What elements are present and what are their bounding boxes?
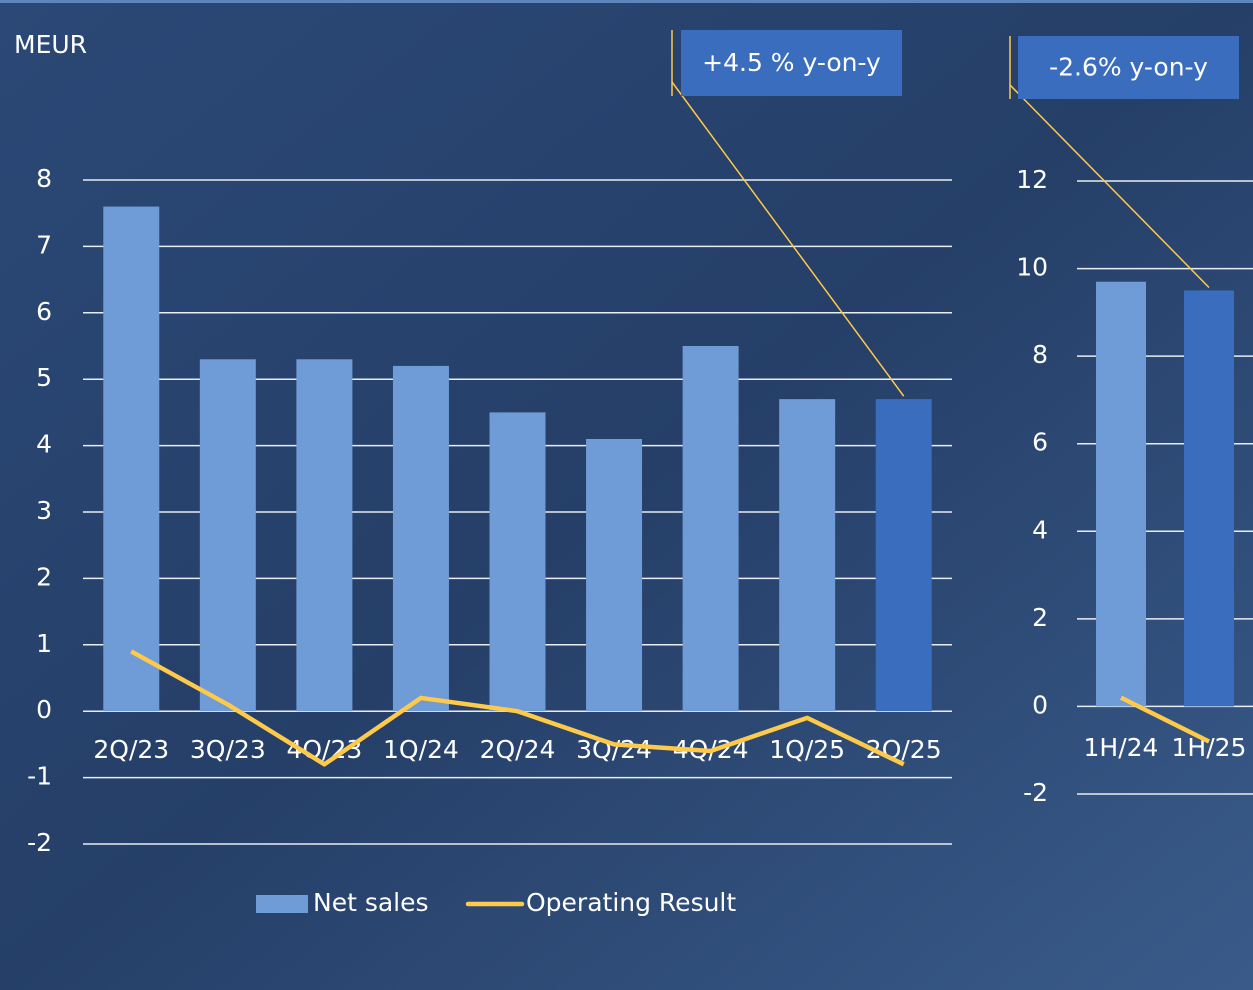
bar bbox=[392, 365, 449, 712]
y-tick-label: 0 bbox=[36, 695, 52, 724]
x-tick-label: 1H/25 bbox=[1172, 733, 1247, 762]
bar bbox=[199, 359, 256, 712]
annotation: +4.5 % y-on-y bbox=[702, 48, 881, 77]
bar bbox=[1096, 281, 1146, 707]
bar bbox=[779, 399, 836, 712]
y-tick-label: 1 bbox=[36, 629, 52, 658]
y-tick-label: 6 bbox=[36, 297, 52, 326]
y-tick-label: 10 bbox=[1016, 253, 1048, 282]
y-axis-label: MEUR bbox=[14, 30, 87, 59]
y-tick-label: 8 bbox=[1032, 340, 1048, 369]
line bbox=[1119, 695, 1211, 744]
y-tick-label: -1 bbox=[27, 762, 52, 791]
annotation-leader bbox=[1009, 84, 1210, 288]
y-tick-label: 7 bbox=[36, 230, 52, 259]
annotation-leader bbox=[671, 81, 905, 397]
y-tick-label: 5 bbox=[36, 363, 52, 392]
bar bbox=[682, 346, 739, 712]
x-tick-label: 2Q/25 bbox=[866, 735, 942, 764]
y-tick-label: 4 bbox=[36, 430, 52, 459]
legend-label: Net sales bbox=[313, 888, 429, 917]
x-tick-label: 1Q/25 bbox=[769, 735, 845, 764]
bar bbox=[489, 412, 546, 712]
y-tick-label: 2 bbox=[1032, 603, 1048, 632]
y-tick-label: 12 bbox=[1016, 165, 1048, 194]
legend-label: Operating Result bbox=[526, 888, 736, 917]
annotation-box bbox=[681, 30, 902, 96]
x-tick-label: 3Q/23 bbox=[190, 735, 266, 764]
x-tick-label: 2Q/24 bbox=[480, 735, 556, 764]
bar bbox=[586, 438, 643, 712]
y-tick-label: -2 bbox=[1023, 778, 1048, 807]
x-tick-label: 1H/24 bbox=[1084, 733, 1159, 762]
y-tick-label: 8 bbox=[36, 164, 52, 193]
top-border bbox=[0, 0, 1253, 3]
y-tick-label: 3 bbox=[36, 496, 52, 525]
x-tick-label: 2Q/23 bbox=[93, 735, 169, 764]
bar bbox=[296, 359, 353, 712]
bar bbox=[103, 206, 160, 712]
y-tick-label: 4 bbox=[1032, 515, 1048, 544]
y-tick-label: 6 bbox=[1032, 428, 1048, 457]
legend-swatch bbox=[256, 895, 308, 913]
annotation-box bbox=[1018, 36, 1239, 99]
bar bbox=[1184, 290, 1234, 707]
y-tick-label: 0 bbox=[1032, 690, 1048, 719]
line bbox=[130, 649, 905, 767]
annotation: -2.6% y-on-y bbox=[1049, 53, 1208, 82]
y-tick-label: -2 bbox=[27, 828, 52, 857]
x-tick-label: 1Q/24 bbox=[383, 735, 459, 764]
bar bbox=[875, 399, 932, 712]
y-tick-label: 2 bbox=[36, 562, 52, 591]
x-tick-label: 3Q/24 bbox=[576, 735, 652, 764]
